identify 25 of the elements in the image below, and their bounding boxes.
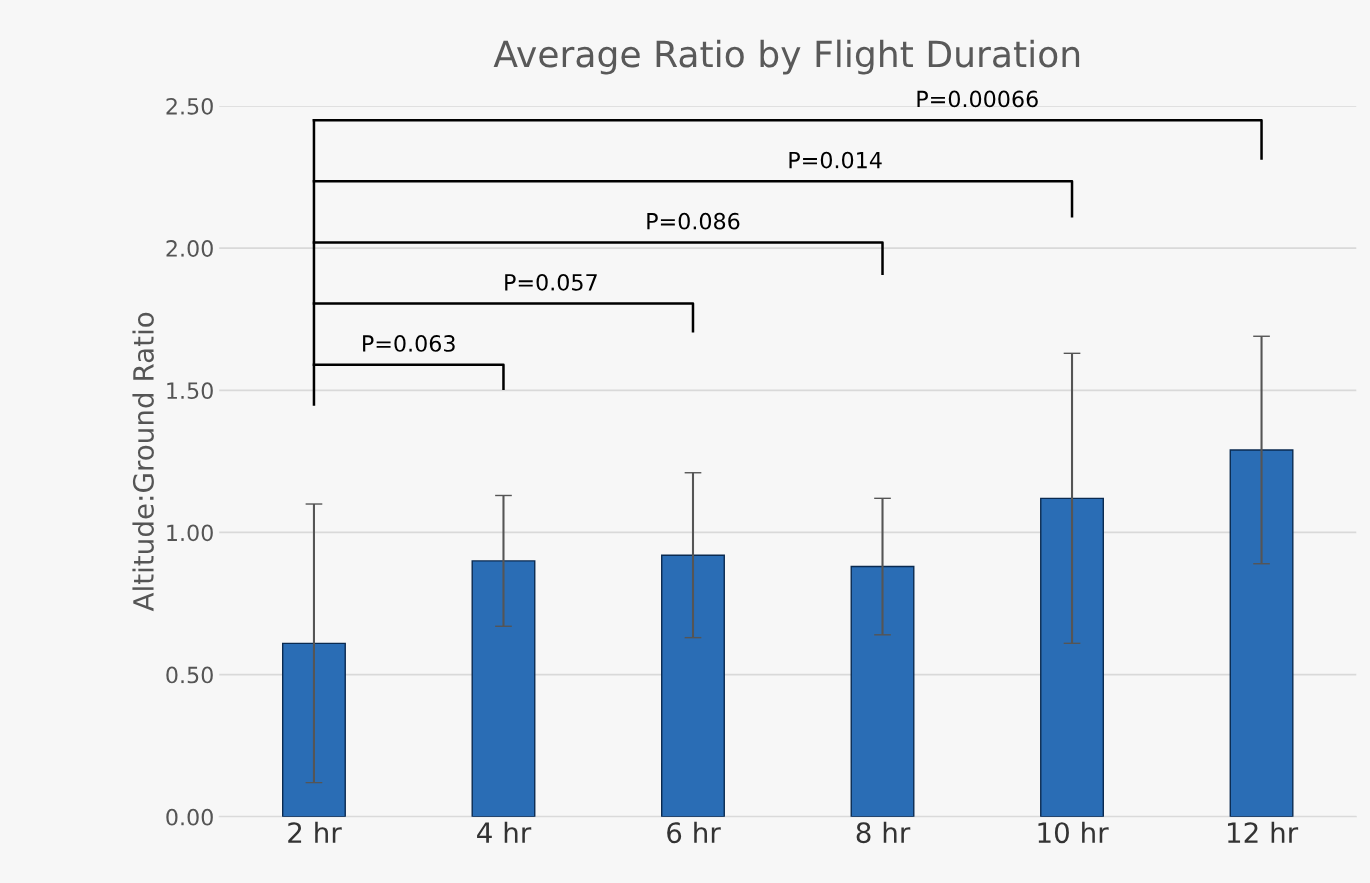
y-tick-label: 1.50 bbox=[167, 382, 213, 400]
chart-title: Average Ratio by Flight Duration bbox=[493, 39, 1080, 75]
annotation: P=0.014 bbox=[789, 151, 882, 169]
y-axis-title: Altitude:Ground Ratio bbox=[132, 312, 154, 612]
annotation: P=0.086 bbox=[647, 212, 740, 230]
bar bbox=[471, 560, 536, 817]
y-tick-label: 0.00 bbox=[166, 808, 213, 826]
annotation: P=0.00066 bbox=[917, 90, 1038, 108]
x-tick-label: 6 hr bbox=[667, 821, 721, 844]
annotation: P=0.063 bbox=[363, 335, 455, 352]
y-tick-label: 1.00 bbox=[167, 524, 213, 542]
y-tick-label: 2.50 bbox=[166, 97, 213, 115]
y-tick-label: 2.00 bbox=[166, 240, 213, 257]
annotation: P=0.057 bbox=[505, 273, 597, 291]
bar bbox=[1040, 497, 1104, 817]
x-tick-label: 4 hr bbox=[477, 821, 532, 843]
bar bbox=[1229, 449, 1294, 817]
bar bbox=[661, 554, 725, 817]
bar bbox=[281, 642, 346, 817]
y-tick-label: 0.50 bbox=[166, 666, 213, 684]
x-tick-label: 10 hr bbox=[1038, 821, 1109, 844]
x-tick-label: 12 hr bbox=[1227, 821, 1299, 843]
bar bbox=[850, 565, 915, 817]
x-tick-label: 8 hr bbox=[856, 821, 911, 844]
x-tick-label: 2 hr bbox=[288, 821, 342, 843]
